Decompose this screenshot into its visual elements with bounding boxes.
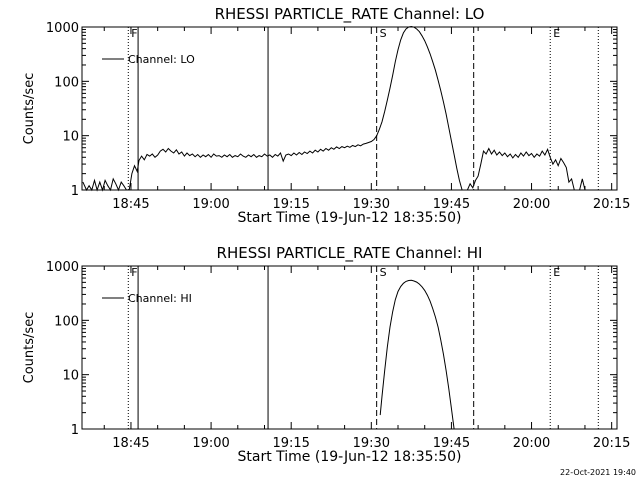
x-tick-label: 20:15 — [593, 436, 630, 451]
event-marker-label: S — [380, 266, 387, 279]
y-tick-label: 1000 — [46, 21, 79, 36]
x-tick-label: 20:15 — [593, 197, 630, 212]
event-marker-label: F — [131, 266, 137, 279]
footer-timestamp: 22-Oct-2021 19:40 — [560, 468, 636, 477]
x-tick-label: 19:45 — [433, 436, 470, 451]
x-tick-label: 19:00 — [192, 436, 229, 451]
chart-title: RHESSI PARTICLE_RATE Channel: LO — [215, 5, 485, 24]
x-tick-label: 19:00 — [192, 197, 229, 212]
y-tick-label: 1000 — [46, 260, 79, 275]
y-tick-label: 100 — [54, 314, 79, 329]
x-tick-label: 19:15 — [272, 197, 309, 212]
series-line — [82, 25, 586, 192]
x-tick-label: 19:30 — [353, 197, 390, 212]
event-marker-label: E — [553, 266, 560, 279]
hi-channel-plot: RHESSI PARTICLE_RATE Channel: HI 1 10 100 10… — [22, 244, 630, 465]
x-tick-label: 20:00 — [513, 436, 550, 451]
x-tick-label: 18:45 — [112, 197, 149, 212]
x-axis-label: Start Time (19-Jun-12 18:35:50) — [238, 210, 462, 226]
x-tick-label: 19:45 — [433, 197, 470, 212]
x-tick-label: 18:45 — [112, 436, 149, 451]
y-axis-label: Counts/sec — [22, 73, 37, 145]
plot-frame — [81, 265, 618, 430]
x-tick-label: 19:15 — [272, 436, 309, 451]
y-axis-label: Counts/sec — [22, 312, 37, 384]
y-tick-label: 10 — [62, 130, 79, 145]
event-marker-label: E — [553, 27, 560, 40]
chart-title: RHESSI PARTICLE_RATE Channel: HI — [217, 244, 483, 263]
x-tick-label: 19:30 — [353, 436, 390, 451]
y-tick-label: 1 — [71, 423, 79, 438]
event-marker-label: S — [380, 27, 387, 40]
x-axis-label: Start Time (19-Jun-12 18:35:50) — [238, 449, 462, 465]
y-tick-label: 1 — [71, 184, 79, 199]
y-tick-label: 10 — [62, 369, 79, 384]
y-tick-label: 100 — [54, 75, 79, 90]
legend-label: Channel: HI — [128, 292, 192, 305]
x-tick-label: 20:00 — [513, 197, 550, 212]
legend-label: Channel: LO — [128, 53, 195, 66]
plot-frame — [81, 26, 618, 191]
lo-channel-plot: RHESSI PARTICLE_RATE Channel: LO 1 10 100 10… — [22, 5, 630, 226]
event-marker-label: F — [131, 27, 137, 40]
series-line — [379, 279, 455, 430]
